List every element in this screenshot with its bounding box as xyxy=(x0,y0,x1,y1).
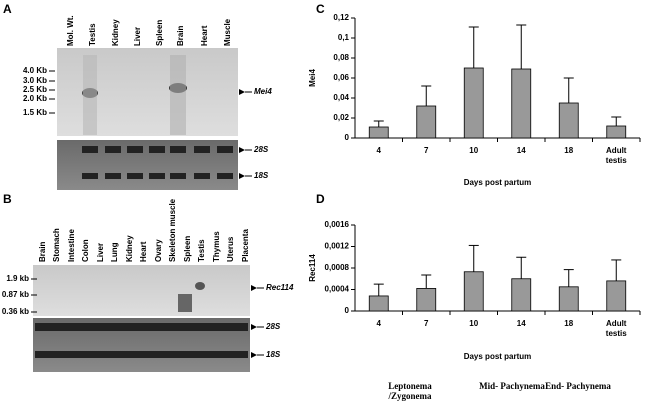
size-marker: 1.9 kb xyxy=(6,274,29,283)
y-tick-label: 0,06 xyxy=(333,73,349,82)
size-marker: 4.0 Kb xyxy=(23,66,47,75)
lane-label: Kidney xyxy=(111,19,120,46)
y-tick-label: 0,0016 xyxy=(325,220,350,229)
blot-band xyxy=(195,282,205,290)
lane-label: Placenta xyxy=(241,229,250,262)
lane-label: Spleen xyxy=(183,236,192,262)
lane-label: Liver xyxy=(133,27,142,46)
blot-lane xyxy=(83,55,97,135)
bar xyxy=(511,68,532,139)
lane-label: Thymus xyxy=(212,231,221,262)
x-tick-label: 18 xyxy=(564,146,574,155)
bar xyxy=(463,67,484,139)
panel-label: B xyxy=(3,192,12,206)
rrna-bands xyxy=(82,146,233,179)
gene-label: Rec114 xyxy=(266,283,294,292)
x-tick-label: 14 xyxy=(516,146,526,155)
size-marker: 2.0 Kb xyxy=(23,94,47,103)
bar xyxy=(558,286,579,312)
panel-label: D xyxy=(316,192,325,206)
x-tick-label: Adult testis xyxy=(605,319,627,338)
x-axis-label: Days post partum xyxy=(464,352,532,361)
rrna-label: 28S xyxy=(265,322,281,331)
x-tick-label: 18 xyxy=(564,319,574,328)
gene-label: Mei4 xyxy=(254,87,272,96)
x-tick-label: 10 xyxy=(469,146,479,155)
bar xyxy=(463,271,484,312)
y-axis-label: Rec114 xyxy=(308,254,317,282)
y-tick-label: 0,0008 xyxy=(325,263,350,272)
lane-label: Stomach xyxy=(52,228,61,262)
y-tick-label: 0 xyxy=(345,306,350,315)
size-marker: 0.87 kb xyxy=(2,290,29,299)
lane-label: Liver xyxy=(96,243,105,262)
x-axis-label: Days post partum xyxy=(464,178,532,187)
blot-band xyxy=(178,294,192,312)
lane-label: Mol. Wt. xyxy=(66,15,75,46)
blot-image xyxy=(33,265,250,316)
y-tick-label: 0,0012 xyxy=(325,242,350,251)
panel-label: A xyxy=(3,2,12,16)
blot-lane xyxy=(170,55,186,135)
y-tick-label: 0,08 xyxy=(333,53,349,62)
panel-label: C xyxy=(316,2,325,16)
rrna-label: 18S xyxy=(266,350,281,359)
rrna-label: 28S xyxy=(253,145,269,154)
y-axis-label: Mei4 xyxy=(308,69,317,87)
lane-label: Colon xyxy=(81,239,90,262)
x-tick-label: 10 xyxy=(469,319,479,328)
bar xyxy=(606,280,627,312)
y-tick-label: 0,04 xyxy=(333,93,349,102)
lane-label: Brain xyxy=(38,241,47,262)
x-tick-label: 7 xyxy=(424,319,429,328)
lane-label: Testis xyxy=(88,23,97,46)
bar xyxy=(511,278,532,312)
bar xyxy=(558,102,579,139)
y-tick-label: 0,12 xyxy=(333,13,349,22)
lane-label: Heart xyxy=(139,241,148,262)
rrna-label: 18S xyxy=(254,171,269,180)
bar xyxy=(606,125,627,139)
y-tick-label: 0,0004 xyxy=(325,285,350,294)
stage-label: Mid- Pachynema xyxy=(479,381,545,391)
lane-label: Heart xyxy=(200,25,209,46)
stage-label: Leptonema /Zygonema xyxy=(388,381,432,401)
lane-label: Kidney xyxy=(125,235,134,262)
lane-label: Ovary xyxy=(154,239,163,262)
bar xyxy=(416,288,437,312)
lane-label: Muscle xyxy=(223,18,232,46)
size-marker: 1.5 Kb xyxy=(23,108,47,117)
lane-label: Lung xyxy=(110,242,119,262)
lane-label: Skeleton muscle xyxy=(168,198,177,262)
x-tick-label: 4 xyxy=(376,319,381,328)
lane-label: Uterus xyxy=(226,236,235,262)
x-tick-label: 7 xyxy=(424,146,429,155)
rrna-bands xyxy=(35,323,248,358)
y-tick-label: 0,02 xyxy=(333,113,349,122)
x-tick-label: Adult testis xyxy=(605,146,627,165)
y-tick-label: 0,1 xyxy=(338,33,350,42)
bar xyxy=(368,126,389,139)
x-tick-label: 14 xyxy=(516,319,526,328)
stage-label: End- Pachynema xyxy=(545,381,611,391)
lane-label: Intestine xyxy=(67,229,76,262)
y-tick-label: 0 xyxy=(345,133,350,142)
lane-label: Spleen xyxy=(155,20,164,46)
size-marker: 2.5 Kb xyxy=(23,85,47,94)
lane-label: Brain xyxy=(176,25,185,46)
x-tick-label: 4 xyxy=(376,146,381,155)
size-marker: 0.36 kb xyxy=(2,307,29,316)
size-marker: 3.0 Kb xyxy=(23,76,47,85)
bar xyxy=(368,295,389,312)
bar xyxy=(416,105,437,139)
lane-label: Testis xyxy=(197,239,206,262)
